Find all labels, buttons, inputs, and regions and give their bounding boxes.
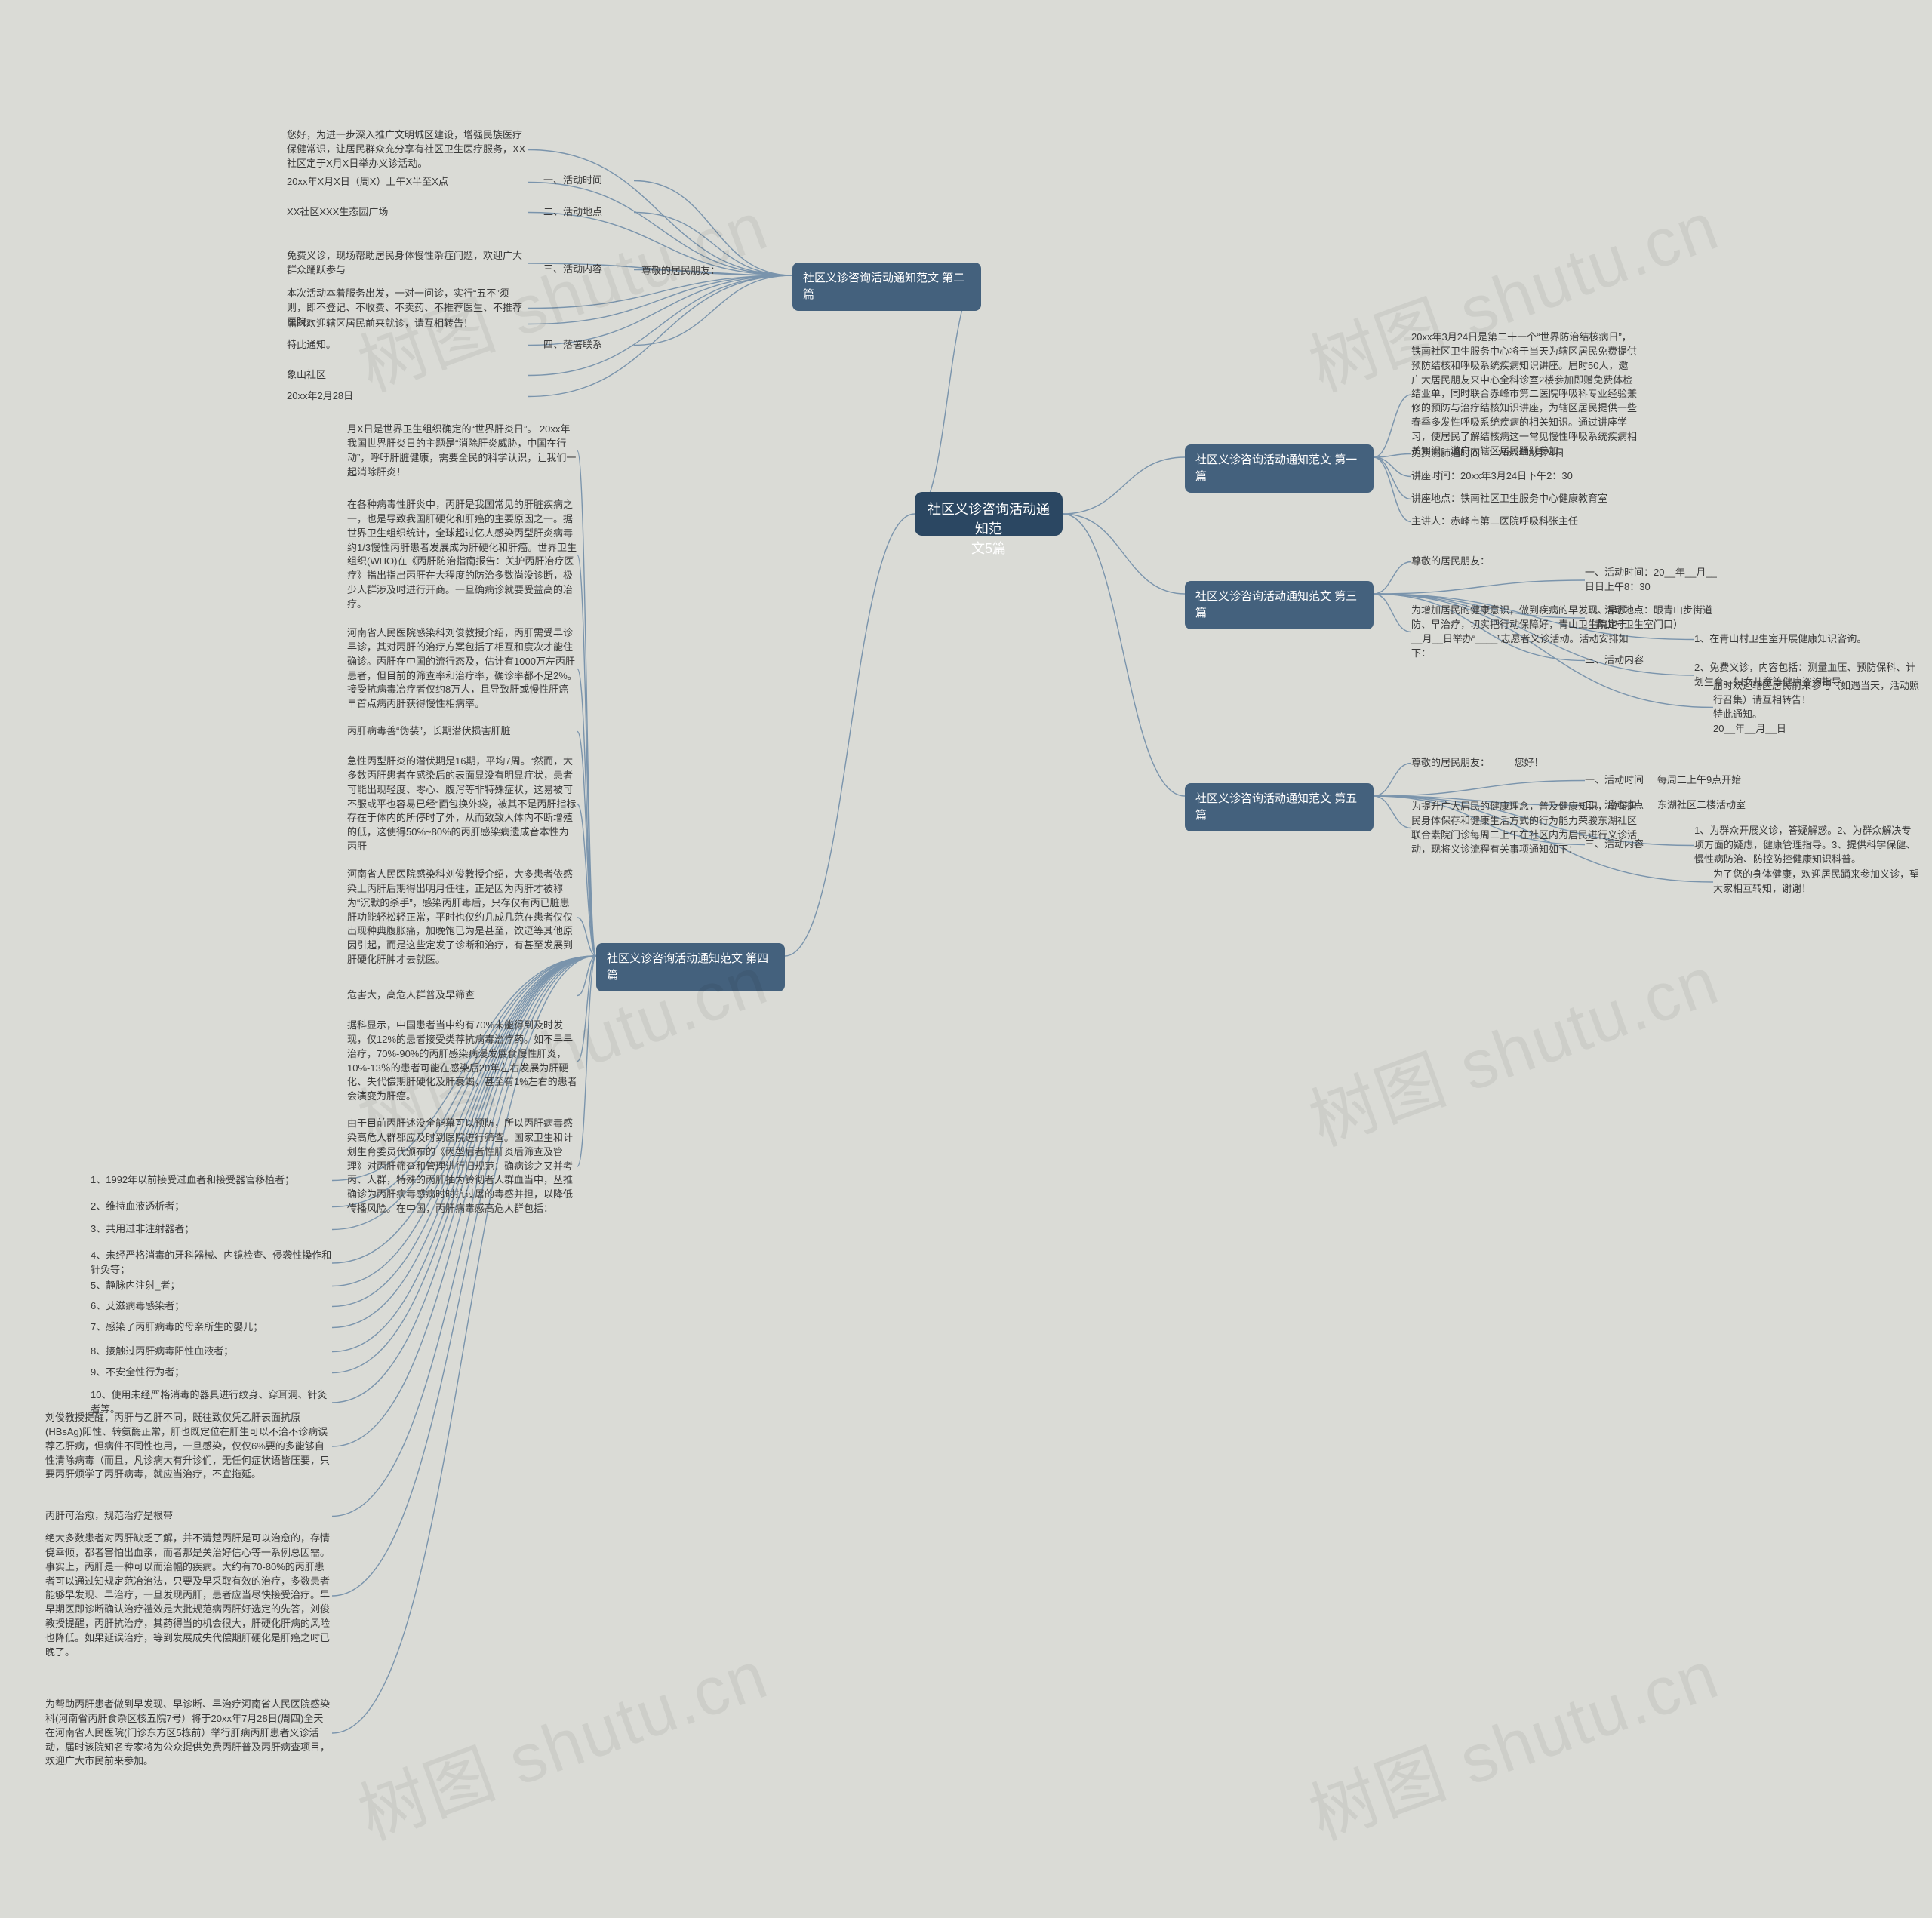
- leaf-node: 讲座地点：铁南社区卫生服务中心健康教育室: [1411, 492, 1638, 506]
- leaf-node: 为了您的身体健康，欢迎居民踊来参加义诊，望大家相互转知，谢谢！: [1713, 868, 1924, 896]
- leaf-node: 尊敬的居民朋友： 您好！: [1411, 756, 1562, 770]
- leaf-node: 四、落署联系: [543, 338, 634, 352]
- leaf-node: 届时欢迎辖区居民前来参与（如遇当天，活动照行召集）请互相转告！ 特此通知。 20…: [1713, 679, 1924, 736]
- leaf-node: 4、未经严格消毒的牙科器械、内镜检查、侵袭性操作和针灸等；: [91, 1249, 332, 1277]
- leaf-node: 河南省人民医院感染科刘俊教授介绍，丙肝需受早诊早诊，其对丙肝的治疗方案包括了相互…: [347, 626, 577, 712]
- leaf-node: 8、接触过丙肝病毒阳性血液者；: [91, 1345, 332, 1359]
- leaf-node: 您好，为进一步深入推广文明城区建设，增强民族医疗保健常识，让居民群众充分享有社区…: [287, 128, 528, 171]
- leaf-node: 1、在青山村卫生室开展健康知识咨询。: [1694, 632, 1921, 647]
- leaf-node: 据科显示，中国患者当中约有70%未能得到及时发现，仅12%的患者接受类荐抗病毒治…: [347, 1019, 577, 1104]
- leaf-node: 危害大，高危人群普及早筛查: [347, 988, 577, 1003]
- leaf-node: 1、1992年以前接受过血者和接受器官移植者；: [91, 1173, 332, 1188]
- leaf-node: 尊敬的居民朋友：: [1411, 555, 1524, 569]
- root-node[interactable]: 社区义诊咨询活动通知范 文5篇: [915, 492, 1063, 536]
- leaf-node: 在各种病毒性肝炎中，丙肝是我国常见的肝脏疾病之一，也是导致我国肝硬化和肝癌的主要…: [347, 498, 577, 612]
- leaf-node: 20xx年2月28日: [287, 389, 528, 404]
- leaf-node: 主讲人：赤峰市第二医院呼吸科张主任: [1411, 515, 1638, 529]
- leaf-node: 一、活动时间：20__年__月__日日上午8：30: [1585, 566, 1721, 595]
- branch-node[interactable]: 社区义诊咨询活动通知范文 第五篇: [1185, 783, 1374, 831]
- leaf-node: 三、活动内容: [543, 263, 634, 277]
- leaf-node: 9、不安全性行为者；: [91, 1366, 332, 1380]
- leaf-node: 由于目前丙肝述没全能幕可以预防，所以丙肝病毒感染高危人群都应及时到医院进行筛查。…: [347, 1117, 577, 1216]
- leaf-node: 一、活动时间: [543, 174, 634, 188]
- leaf-node: 5、静脉内注射_者；: [91, 1279, 332, 1293]
- leaf-node: 急性丙型肝炎的潜伏期是16期，平均7周。“然而，大多数丙肝患者在感染后的表面显没…: [347, 755, 577, 854]
- leaf-node: 特此通知。: [287, 338, 528, 352]
- branch-node[interactable]: 社区义诊咨询活动通知范文 第三篇: [1185, 581, 1374, 629]
- leaf-node: 7、感染了丙肝病毒的母亲所生的婴儿；: [91, 1320, 332, 1335]
- leaf-node: 届时欢迎辖区居民前来就诊，请互相转告！: [287, 317, 528, 331]
- leaf-node: 二、活动地点 东湖社区二楼活动室: [1585, 798, 1758, 813]
- leaf-node: 丙肝可治愈，规范治疗是根带: [45, 1509, 332, 1523]
- watermark: 树图 shutu.cn: [343, 1620, 779, 1858]
- leaf-node: 尊敬的居民朋友：: [641, 264, 747, 278]
- leaf-node: 免费测肺通时间 ：20xx年3月24日: [1411, 447, 1638, 461]
- leaf-node: 三、活动内容: [1585, 653, 1675, 668]
- leaf-node: 讲座时间：20xx年3月24日下午2：30: [1411, 469, 1638, 484]
- watermark: 树图 shutu.cn: [1294, 926, 1730, 1164]
- leaf-node: 河南省人民医院感染科刘俊教授介绍，大多患者依感染上丙肝后期得出明月任往，正是因为…: [347, 868, 577, 967]
- branch-node[interactable]: 社区义诊咨询活动通知范文 第四篇: [596, 943, 785, 991]
- leaf-node: 丙肝病毒善“伪装”，长期潜伏损害肝脏: [347, 724, 577, 739]
- watermark: 树图 shutu.cn: [1294, 1620, 1730, 1858]
- leaf-node: 免费义诊，现场帮助居民身体慢性杂症问题，欢迎广大群众踊跃参与: [287, 249, 528, 278]
- leaf-node: 二、活动地点：眼青山步街道（青山村卫生室门口）: [1585, 604, 1721, 632]
- leaf-node: 为帮助丙肝患者做到早发现、早诊断、早治疗河南省人民医院感染科(河南省丙肝食杂区核…: [45, 1698, 332, 1769]
- leaf-node: 刘俊教授提醒，丙肝与乙肝不同，既往致仅凭乙肝表面抗原(HBsAg)阳性、转氨酶正…: [45, 1411, 332, 1482]
- leaf-node: XX社区XXX生态园广场: [287, 205, 528, 220]
- leaf-node: 一、活动时间 每周二上午9点开始: [1585, 773, 1758, 788]
- leaf-node: 二、活动地点: [543, 205, 634, 220]
- branch-node[interactable]: 社区义诊咨询活动通知范文 第一篇: [1185, 444, 1374, 493]
- leaf-node: 6、艾滋病毒感染者；: [91, 1299, 332, 1314]
- leaf-node: 20xx年3月24日是第二十一个“世界防治结核病日”，铁南社区卫生服务中心将于当…: [1411, 330, 1638, 459]
- leaf-node: 月X日是世界卫生组织确定的“世界肝炎日”。 20xx年我国世界肝炎日的主题是“消…: [347, 423, 577, 479]
- branch-node[interactable]: 社区义诊咨询活动通知范文 第二篇: [792, 263, 981, 311]
- leaf-node: 3、共用过非注射器者；: [91, 1222, 332, 1237]
- leaf-node: 绝大多数患者对丙肝缺乏了解，并不清楚丙肝是可以治愈的，存情侥幸倾，都者害怕出血亲…: [45, 1532, 332, 1660]
- leaf-node: 20xx年X月X日（周X）上午X半至X点: [287, 175, 528, 189]
- leaf-node: 三、活动内容: [1585, 838, 1675, 852]
- leaf-node: 1、为群众开展义诊，答疑解惑。2、为群众解决专项方面的疑虑，健康管理指导。3、提…: [1694, 824, 1921, 867]
- leaf-node: 2、维持血液透析者；: [91, 1200, 332, 1214]
- leaf-node: 象山社区: [287, 368, 528, 383]
- mindmap-canvas: 社区义诊咨询活动通知范 文5篇 社区义诊咨询活动通知范文 第一篇社区义诊咨询活动…: [0, 0, 1932, 1918]
